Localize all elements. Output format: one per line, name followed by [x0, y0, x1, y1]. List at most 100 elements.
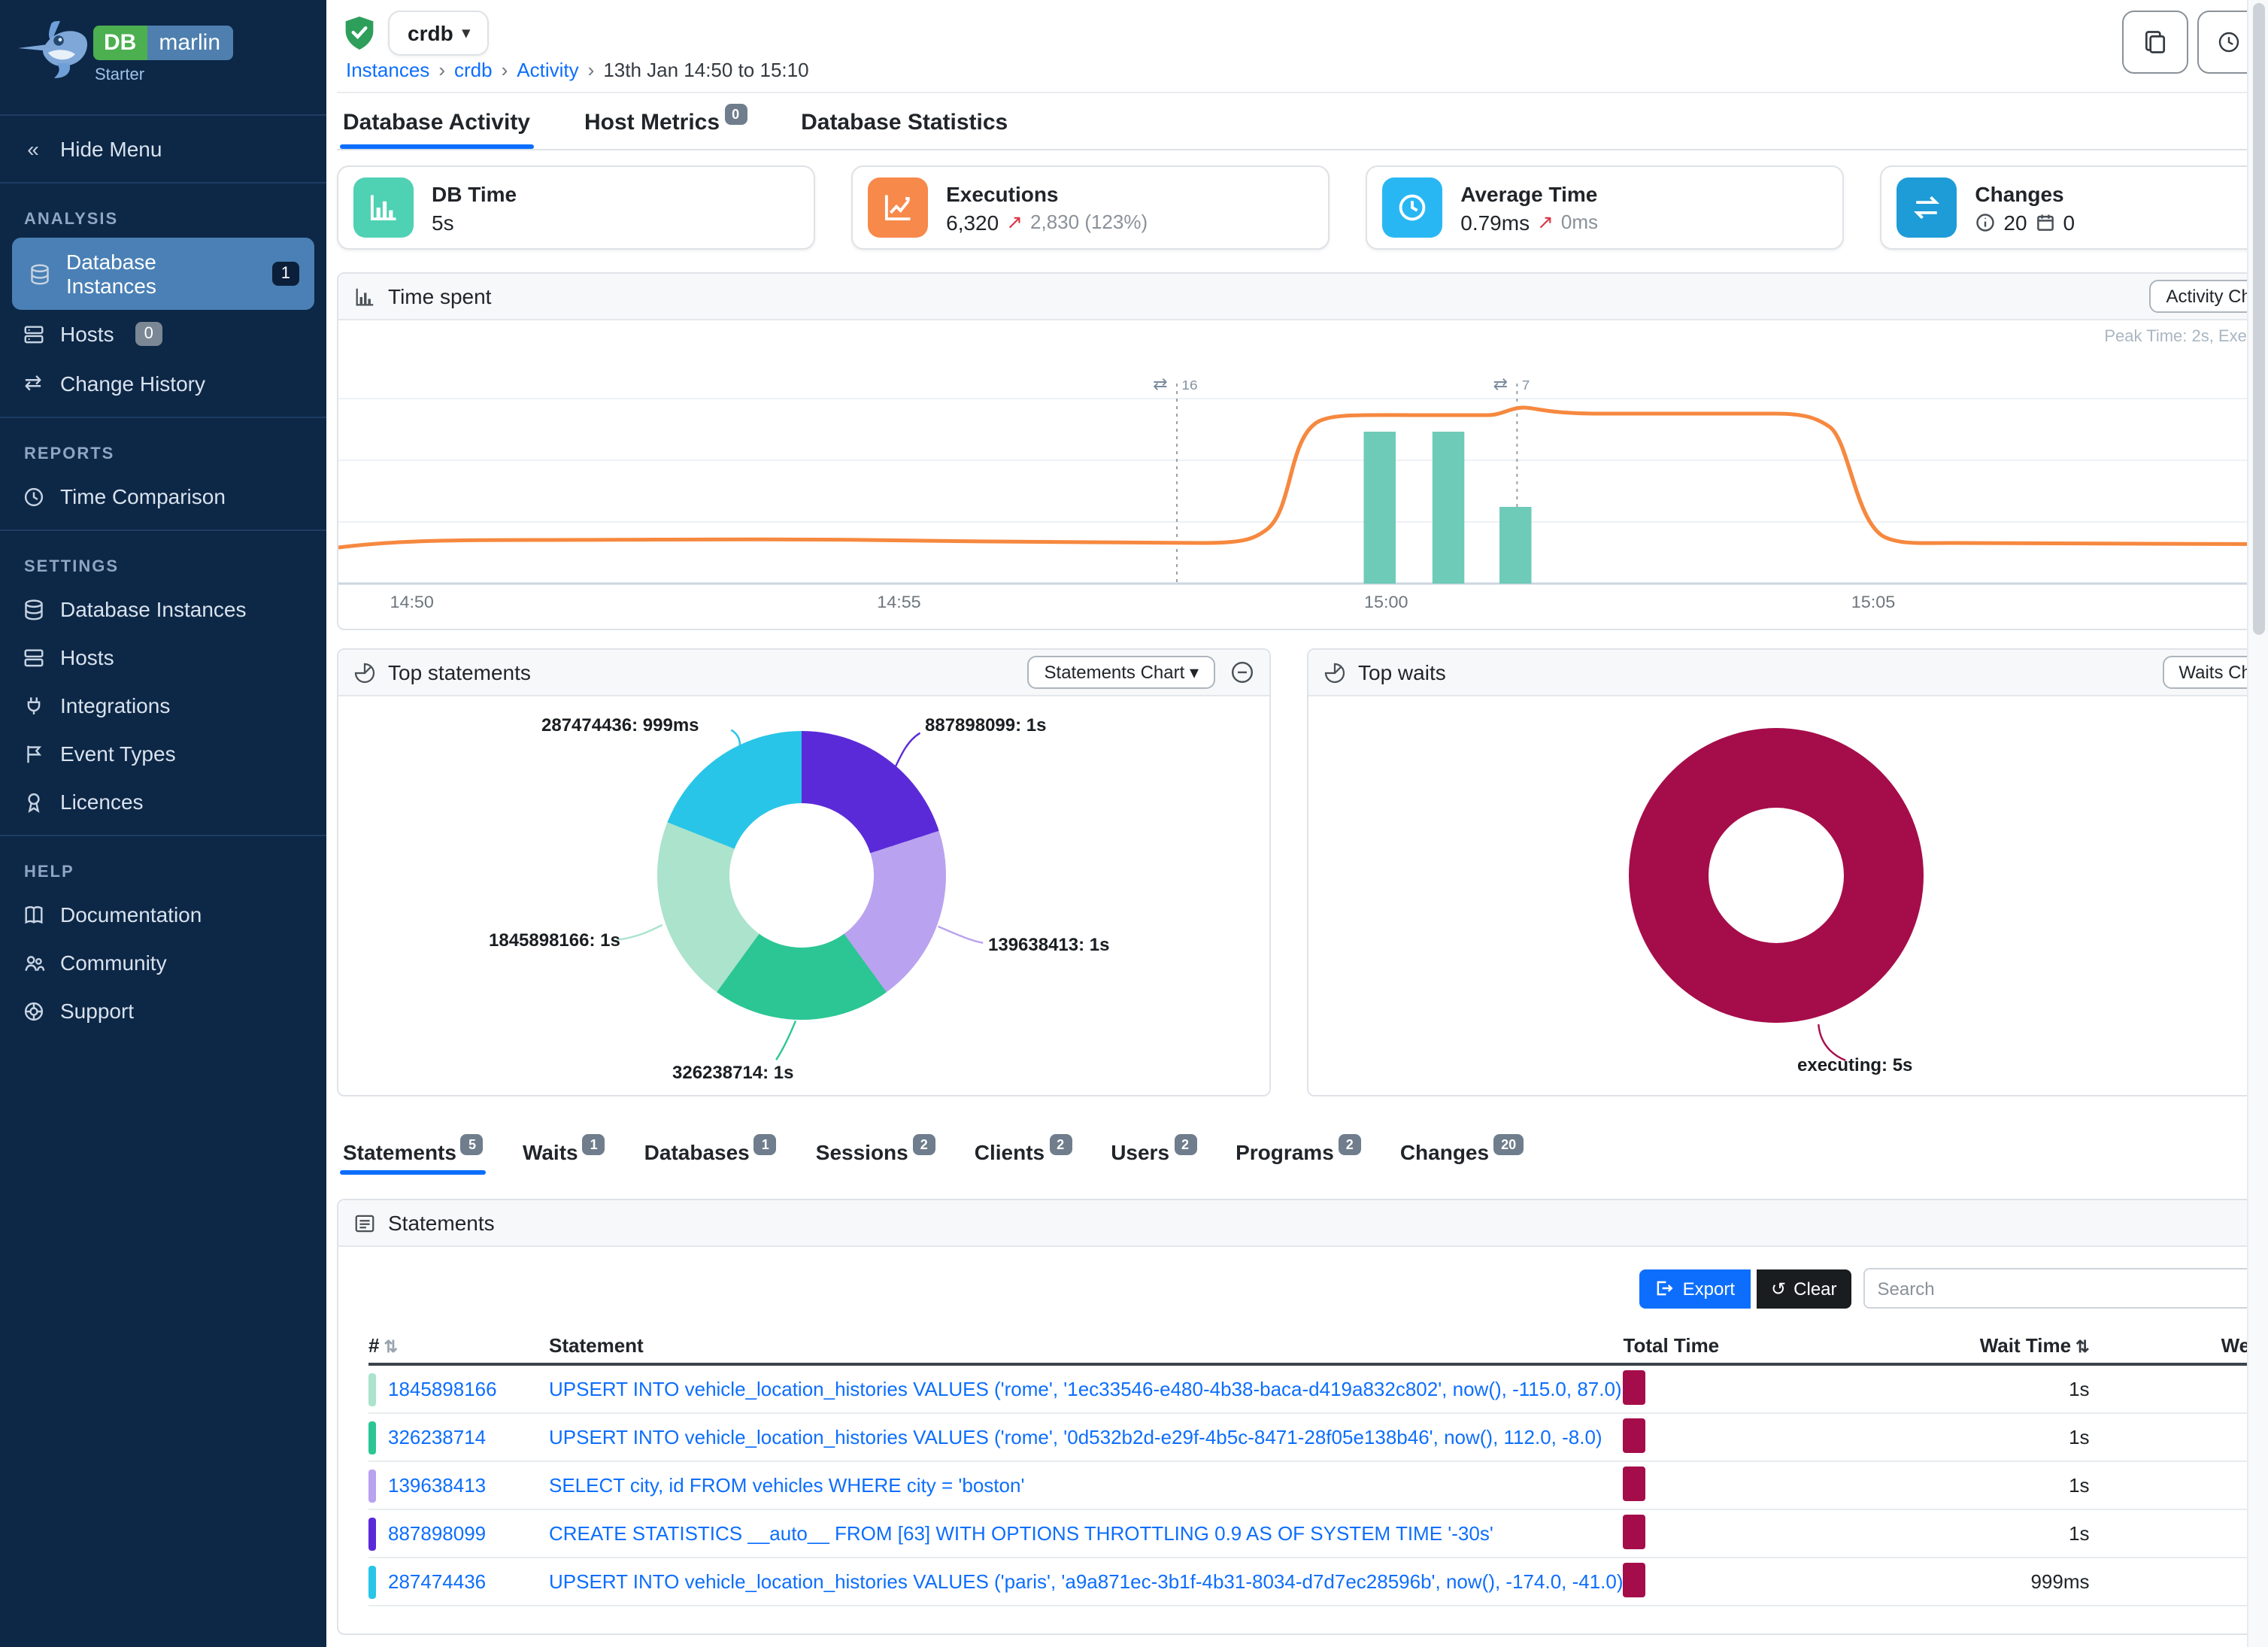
card-changes: Changes 20 0 — [1880, 165, 2268, 250]
sidebar-item-label: Hosts — [60, 322, 114, 346]
statement-id-link[interactable]: 139638413 — [388, 1474, 487, 1497]
statement-id-link[interactable]: 1845898166 — [388, 1378, 497, 1400]
col-id[interactable]: # ⇅ — [368, 1333, 398, 1356]
tab-database-statistics[interactable]: Database Statistics — [801, 110, 1008, 149]
sidebar-item-label: Community — [60, 951, 167, 975]
card-value: 0.79ms — [1460, 210, 1530, 234]
tab-users[interactable]: Users 2 — [1111, 1134, 1197, 1175]
clear-button[interactable]: ↺ Clear — [1756, 1269, 1852, 1308]
tab-waits[interactable]: Waits 1 — [523, 1134, 605, 1175]
sidebar-item-community[interactable]: Community — [0, 939, 326, 987]
sidebar-item-hosts[interactable]: Hosts 0 — [0, 310, 326, 358]
statements-chart-select[interactable]: Statements Chart ▾ — [1027, 656, 1215, 689]
hide-menu-button[interactable]: « Hide Menu — [0, 125, 326, 173]
scrollbar-thumb[interactable] — [2253, 3, 2265, 635]
changes-info-count: 20 — [2003, 210, 2027, 234]
tab-label: Changes — [1399, 1140, 1490, 1164]
statement-link[interactable]: SELECT city, id FROM vehicles WHERE city… — [549, 1474, 1025, 1497]
breadcrumb-instances[interactable]: Instances — [346, 59, 430, 81]
tab-changes[interactable]: Changes 20 — [1399, 1134, 1524, 1175]
sidebar-item-event-types[interactable]: Event Types — [0, 729, 326, 778]
sidebar-item-label: Integrations — [60, 693, 171, 717]
change-annotation-icon[interactable]: ⇄ — [1153, 375, 1168, 393]
sidebar-item-database-instances[interactable]: Database Instances 1 — [12, 238, 314, 310]
sidebar-item-change-history[interactable]: ⇄ Change History — [0, 358, 326, 408]
section-settings: SETTINGS — [24, 558, 120, 576]
changes-calendar-count: 0 — [2063, 210, 2075, 234]
sidebar-item-settings-hosts[interactable]: Hosts — [0, 633, 326, 681]
sidebar-item-integrations[interactable]: Integrations — [0, 681, 326, 729]
card-title: DB Time — [432, 181, 517, 205]
statements-donut[interactable] — [657, 731, 946, 1020]
executions-bar[interactable] — [1363, 432, 1396, 584]
tab-badge: 0 — [724, 104, 747, 125]
top-statements-header: Top statements Statements Chart ▾ — [338, 650, 1269, 696]
statement-link[interactable]: UPSERT INTO vehicle_location_histories V… — [549, 1426, 1602, 1448]
statement-id-link[interactable]: 287474436 — [388, 1570, 487, 1593]
sidebar-item-label: Support — [60, 999, 135, 1023]
col-total-time[interactable]: Total Time — [1623, 1333, 1720, 1356]
breadcrumb-activity[interactable]: Activity — [517, 59, 579, 81]
waits-donut-chart: executing: 5s — [1308, 696, 2268, 1095]
info-circle-icon — [1976, 213, 1995, 231]
tab-programs[interactable]: Programs 2 — [1236, 1134, 1361, 1175]
pie-chart-icon — [1324, 662, 1345, 683]
col-wait-time[interactable]: Wait Time ⇅ — [1979, 1333, 2090, 1356]
tab-clients[interactable]: Clients 2 — [975, 1134, 1072, 1175]
sidebar: DB marlin Starter « Hide Menu ANALYSIS D… — [0, 0, 326, 1647]
waits-donut[interactable] — [1629, 728, 1924, 1023]
calendar-icon — [2036, 214, 2054, 230]
instance-selector[interactable]: crdb ▾ — [388, 11, 490, 56]
tab-badge: 2 — [1338, 1134, 1361, 1155]
sidebar-item-licences[interactable]: Licences — [0, 778, 326, 826]
clock-icon — [21, 485, 45, 508]
activity-chart-canvas[interactable]: ⇄ 16 ⇄ 7 14:50 14:55 15:00 15:05 — [338, 344, 2268, 624]
statement-link[interactable]: CREATE STATISTICS __auto__ FROM [63] WIT… — [549, 1522, 1493, 1545]
change-annotation-icon[interactable]: ⇄ — [1493, 375, 1508, 393]
sidebar-item-time-comparison[interactable]: Time Comparison — [0, 472, 326, 520]
sidebar-item-support[interactable]: Support — [0, 987, 326, 1035]
executions-bar[interactable] — [1432, 432, 1465, 584]
donut-label: executing: 5s — [1797, 1054, 1913, 1075]
tab-database-activity[interactable]: Database Activity — [340, 110, 532, 149]
scrollbar[interactable] — [2247, 0, 2268, 1647]
db-time-line[interactable] — [338, 405, 2268, 550]
breadcrumb-separator: › — [438, 59, 445, 81]
card-db-time: DB Time 5s — [337, 165, 816, 250]
breadcrumb-crdb[interactable]: crdb — [454, 59, 493, 81]
tab-label: Databases — [644, 1140, 750, 1164]
tab-host-metrics[interactable]: Host Metrics 0 — [584, 104, 747, 149]
export-button[interactable]: Export — [1639, 1269, 1751, 1308]
tab-statements[interactable]: Statements 5 — [339, 1134, 487, 1175]
card-average-time: Average Time 0.79ms ↗ 0ms — [1366, 165, 1845, 250]
donut-label: 139638413: 1s — [988, 934, 1110, 955]
copy-button[interactable] — [2122, 11, 2189, 74]
statement-id-link[interactable]: 326238714 — [388, 1426, 487, 1448]
weight-value: 20% — [2090, 1522, 2268, 1545]
tab-label: Programs — [1236, 1140, 1334, 1164]
bar-chart-icon — [353, 177, 414, 238]
sort-icon[interactable]: ⇅ — [384, 1338, 398, 1356]
total-time-bar — [1623, 1369, 1646, 1404]
sidebar-item-documentation[interactable]: Documentation — [0, 890, 326, 939]
tab-databases[interactable]: Databases 1 — [644, 1134, 777, 1175]
collapse-icon[interactable] — [1230, 660, 1254, 684]
donut-label: 287474436: 999ms — [541, 714, 699, 736]
wait-time-value: 1s — [2069, 1474, 2090, 1497]
top-statements-panel: Top statements Statements Chart ▾ — [337, 648, 1271, 1096]
col-weight[interactable]: Weight %⇅ — [2221, 1333, 2268, 1356]
tab-label: Statements — [343, 1140, 456, 1164]
statement-link[interactable]: UPSERT INTO vehicle_location_histories V… — [549, 1570, 1624, 1593]
statement-id-link[interactable]: 887898099 — [388, 1522, 487, 1545]
col-statement[interactable]: Statement — [549, 1333, 644, 1356]
total-time-bar — [1623, 1466, 1646, 1500]
chevron-down-icon: ▾ — [462, 25, 470, 41]
executions-bar[interactable] — [1499, 507, 1532, 584]
sort-icon[interactable]: ⇅ — [2075, 1338, 2090, 1356]
sidebar-item-settings-database-instances[interactable]: Database Instances — [0, 585, 326, 633]
sidebar-item-label: Event Types — [60, 742, 176, 766]
search-input[interactable] — [1863, 1268, 2268, 1309]
tab-sessions[interactable]: Sessions 2 — [816, 1134, 935, 1175]
statement-link[interactable]: UPSERT INTO vehicle_location_histories V… — [549, 1378, 1622, 1400]
sidebar-divider — [0, 114, 326, 116]
